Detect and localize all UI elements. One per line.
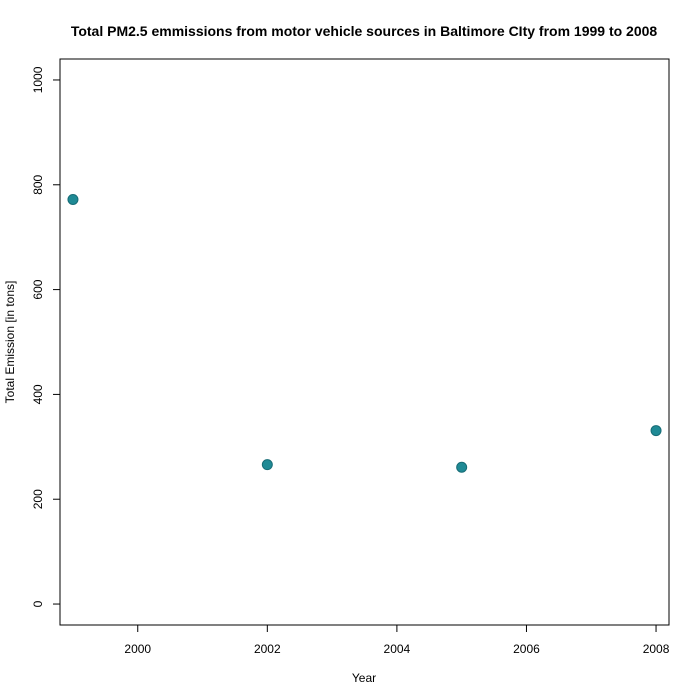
data-point	[261, 459, 273, 471]
y-axis: 0 200 400 600 800 1000	[31, 66, 61, 607]
y-tick-label: 600	[31, 279, 45, 299]
x-tick-label: 2000	[124, 642, 151, 656]
x-axis-label: Year	[352, 671, 376, 685]
x-tick-label: 2008	[643, 642, 670, 656]
y-tick-label: 800	[31, 174, 45, 194]
data-points	[67, 193, 662, 473]
x-tick-label: 2004	[384, 642, 411, 656]
chart-title: Total PM2.5 emmissions from motor vehicl…	[71, 23, 658, 39]
y-tick-label: 0	[31, 600, 45, 607]
plot-frame	[59, 58, 670, 626]
y-tick-label: 200	[31, 489, 45, 509]
y-axis-label: Total Emission [in tons]	[3, 281, 17, 404]
data-point	[67, 193, 79, 205]
data-point	[456, 461, 468, 473]
x-tick-label: 2002	[254, 642, 281, 656]
y-tick-label: 1000	[31, 66, 45, 93]
y-tick-label: 400	[31, 384, 45, 404]
x-tick-label: 2006	[513, 642, 540, 656]
x-axis: 2000 2002 2004 2006 2008	[124, 624, 670, 656]
data-point	[650, 425, 662, 437]
